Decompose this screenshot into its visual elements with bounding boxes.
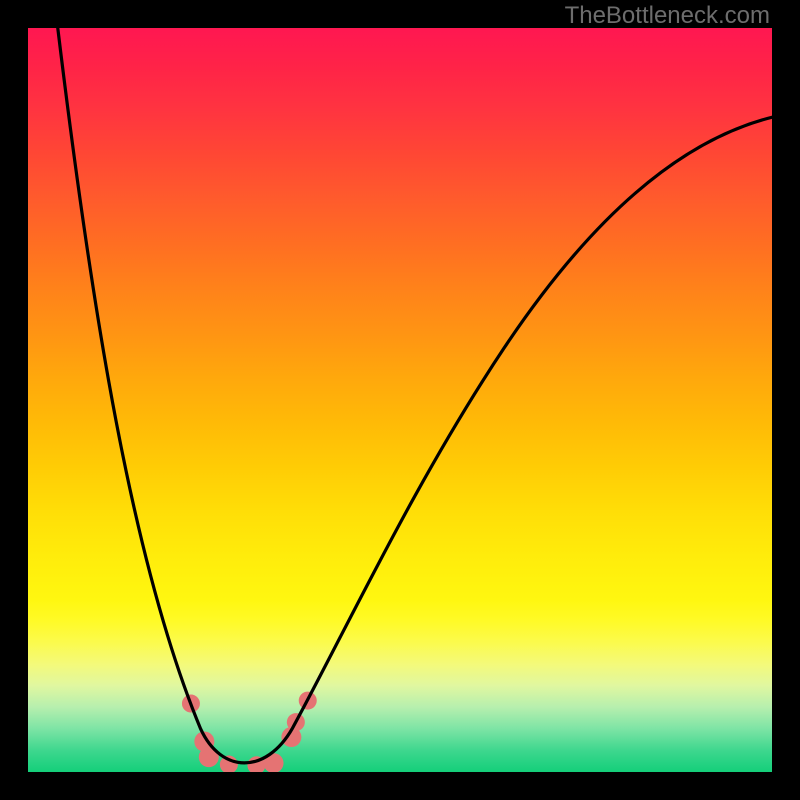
plot-svg bbox=[28, 28, 772, 772]
chart-frame: TheBottleneck.com bbox=[0, 0, 800, 800]
watermark-text: TheBottleneck.com bbox=[565, 2, 770, 30]
plot-background bbox=[28, 28, 772, 772]
plot-area bbox=[28, 28, 772, 772]
